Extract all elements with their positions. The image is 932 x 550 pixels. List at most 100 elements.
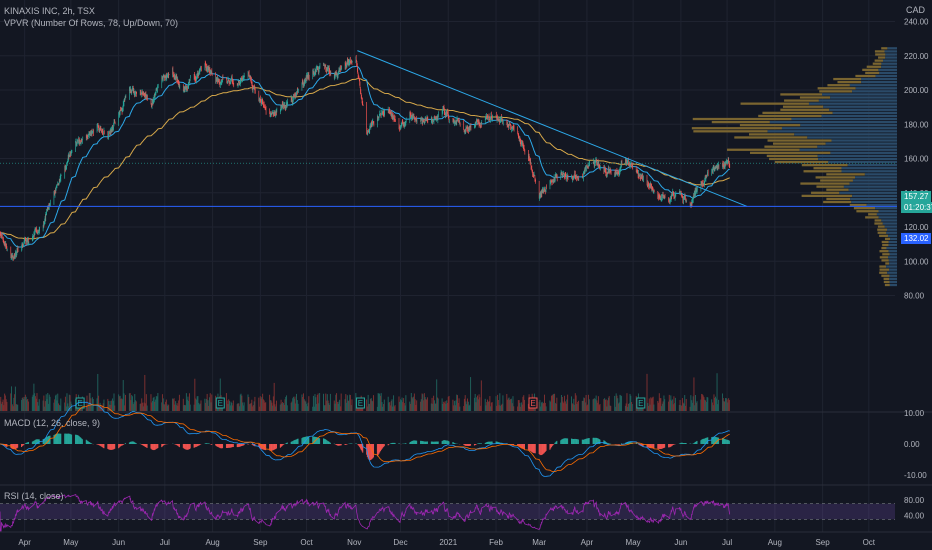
vp-row-up xyxy=(888,256,897,259)
vp-row-up xyxy=(808,102,897,105)
price-axis-label: 180.00 xyxy=(904,120,929,129)
vp-row-down xyxy=(837,80,862,84)
ema-fast-line xyxy=(0,65,730,248)
rsi-pane xyxy=(0,493,895,532)
vp-row-down xyxy=(734,136,808,139)
volume-profile xyxy=(691,47,897,287)
vp-row-up xyxy=(841,167,897,170)
vp-row-up xyxy=(875,74,897,78)
downtrend-line[interactable] xyxy=(357,50,748,207)
vp-row-up xyxy=(807,136,897,139)
vp-row-down xyxy=(826,188,849,191)
vp-row-down xyxy=(691,127,782,130)
macd-pane xyxy=(0,401,730,477)
vp-row-down xyxy=(866,65,882,68)
vp-row-up xyxy=(888,234,897,237)
vp-row-down xyxy=(853,207,876,210)
vp-row-up xyxy=(800,124,897,127)
earnings-marker[interactable] xyxy=(75,397,85,409)
rsi-axis-label: 80.00 xyxy=(904,496,925,505)
vp-row-up xyxy=(852,194,897,197)
vp-row-up xyxy=(852,90,897,93)
vp-row-up xyxy=(818,99,897,102)
earnings-marker-label: E xyxy=(638,399,643,408)
vp-row-down xyxy=(780,93,823,96)
vp-row-up xyxy=(883,59,897,62)
vp-row-down xyxy=(827,84,850,87)
vp-row-up xyxy=(881,219,897,222)
macd-signal-line xyxy=(0,404,730,472)
vp-row-up xyxy=(890,237,897,241)
vp-row-down xyxy=(801,163,848,167)
vp-row-up xyxy=(849,84,897,87)
vp-row-up xyxy=(884,50,897,53)
time-axis-label: Oct xyxy=(863,538,876,547)
vp-row-up xyxy=(841,170,897,173)
vp-row-down xyxy=(849,203,867,207)
rsi-label: RSI (14, close) xyxy=(4,491,64,501)
vp-row-down xyxy=(801,194,853,197)
vp-row-down xyxy=(856,210,879,213)
time-axis-label: Apr xyxy=(581,538,594,547)
earnings-marker[interactable] xyxy=(355,397,365,409)
earnings-marker[interactable] xyxy=(636,397,646,409)
time-axis-label: Dec xyxy=(393,538,407,547)
vp-row-up xyxy=(830,96,897,99)
vp-row-up xyxy=(848,188,897,191)
vp-row-down xyxy=(811,191,840,194)
vp-row-up xyxy=(831,139,897,142)
vp-row-up xyxy=(847,163,897,167)
vp-row-up xyxy=(855,176,897,179)
vp-row-up xyxy=(850,197,897,201)
vp-row-down xyxy=(879,234,889,237)
earnings-marker[interactable] xyxy=(528,397,538,409)
vp-row-down xyxy=(826,197,851,201)
vp-row-down xyxy=(693,130,768,133)
macd-axis-label: -10.00 xyxy=(904,471,927,480)
vp-row-up xyxy=(864,173,897,176)
symbol-title: KINAXIS INC, 2h, TSX xyxy=(4,6,95,16)
vp-row-down xyxy=(766,154,818,158)
vp-row-down xyxy=(758,114,822,118)
vp-row-down xyxy=(692,117,792,121)
currency-label: CAD xyxy=(906,5,926,15)
time-axis-label: Nov xyxy=(347,538,361,547)
vp-row-up xyxy=(889,268,897,271)
vp-row-down xyxy=(862,68,879,71)
vp-row-down xyxy=(823,200,852,204)
vp-row-up xyxy=(885,53,897,56)
vp-row-down xyxy=(881,259,889,262)
price-axis-label: 160.00 xyxy=(904,155,929,164)
vp-row-up xyxy=(849,182,897,185)
vp-row-down xyxy=(881,240,889,244)
vp-row-up xyxy=(866,203,897,207)
vp-row-down xyxy=(865,71,880,75)
vp-row-up xyxy=(882,222,897,225)
vp-row-down xyxy=(833,77,861,81)
vp-row-up xyxy=(888,240,897,244)
macd-label: MACD (12, 26, close, 9) xyxy=(4,418,101,428)
vp-row-up xyxy=(886,246,897,250)
time-axis-label: May xyxy=(63,538,78,547)
vp-row-down xyxy=(877,225,885,228)
vp-row-down xyxy=(750,151,831,154)
countdown-badge: 01:20:37 xyxy=(901,202,932,213)
vp-row-up xyxy=(881,62,897,65)
vp-row-down xyxy=(826,173,865,176)
macd-axis-label: 10.00 xyxy=(904,409,925,418)
vp-row-down xyxy=(881,274,890,277)
ema-fast-path xyxy=(0,65,730,248)
vp-row-up xyxy=(889,277,897,280)
vp-row-down xyxy=(881,246,887,250)
vp-row-down xyxy=(784,99,819,102)
earnings-marker[interactable] xyxy=(215,397,225,409)
vp-row-up xyxy=(889,253,897,256)
vp-row-down xyxy=(739,124,801,127)
vp-row-down xyxy=(762,111,833,115)
trendline[interactable] xyxy=(0,50,897,207)
vp-row-up xyxy=(767,130,897,133)
time-axis-label: Aug xyxy=(768,538,782,547)
vp-row-up xyxy=(875,207,897,210)
